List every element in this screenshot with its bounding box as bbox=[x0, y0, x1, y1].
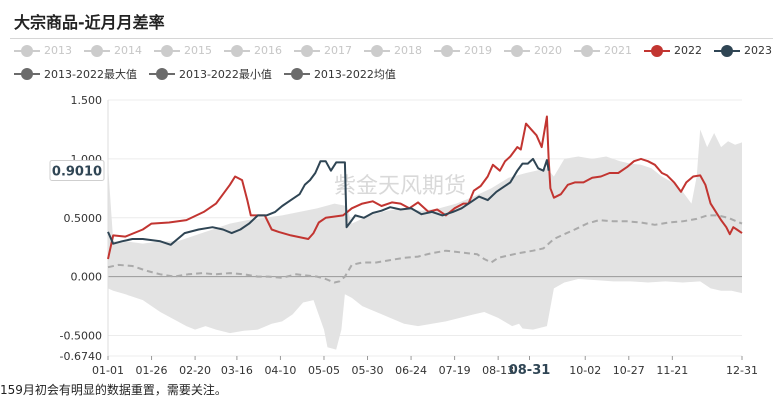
x-tick-label: 04-10 bbox=[264, 364, 296, 377]
legend-item-2017[interactable]: 2017 bbox=[294, 44, 352, 57]
legend-item-2013-2022最大值[interactable]: 2013-2022最大值 bbox=[14, 66, 137, 82]
legend-marker-icon bbox=[434, 44, 460, 57]
x-tick-label: 10-02 bbox=[569, 364, 601, 377]
legend-item-2014[interactable]: 2014 bbox=[84, 44, 142, 57]
x-tick-label: 07-19 bbox=[439, 364, 471, 377]
x-tick-label: 05-05 bbox=[308, 364, 340, 377]
legend-marker-icon bbox=[14, 68, 40, 80]
x-tick-label: 11-21 bbox=[656, 364, 688, 377]
y-tick-label: 1.500 bbox=[71, 94, 103, 107]
max-min-band bbox=[108, 129, 742, 350]
legend-stats: 2013-2022最大值 2013-2022最小值 2013-2022均值 bbox=[14, 66, 408, 82]
title-divider bbox=[10, 38, 773, 39]
legend-label: 2020 bbox=[534, 44, 562, 57]
legend-label: 2013 bbox=[44, 44, 72, 57]
x-tick-label: 10-27 bbox=[613, 364, 645, 377]
x-tick-label: 06-24 bbox=[395, 364, 427, 377]
y-tick-label: 0.000 bbox=[71, 271, 103, 284]
legend-label: 2013-2022最大值 bbox=[44, 68, 137, 81]
legend-marker-icon bbox=[283, 68, 310, 80]
legend-label: 2013-2022最小值 bbox=[178, 68, 272, 81]
legend-marker-icon bbox=[294, 44, 320, 57]
x-tick-label: 03-16 bbox=[221, 364, 253, 377]
legend-item-2020[interactable]: 2020 bbox=[504, 44, 562, 57]
x-tick-label: 01-26 bbox=[136, 364, 168, 377]
x-tick-label: 05-30 bbox=[352, 364, 384, 377]
x-tick-label: 08-31 bbox=[509, 363, 551, 378]
legend-marker-icon bbox=[84, 44, 110, 57]
series-line-2013-2022均值 bbox=[107, 214, 743, 284]
legend-label: 2016 bbox=[254, 44, 282, 57]
legend-item-2015[interactable]: 2015 bbox=[154, 44, 212, 57]
x-tick-label: 02-20 bbox=[179, 364, 211, 377]
axis-pointer-value: 0.9010 bbox=[52, 165, 102, 180]
legend-item-2013-2022最小值[interactable]: 2013-2022最小值 bbox=[148, 66, 272, 82]
y-tick-label: 0.5000 bbox=[64, 212, 103, 225]
legend-item-2013-2022均值[interactable]: 2013-2022均值 bbox=[283, 66, 396, 82]
legend-item-2016[interactable]: 2016 bbox=[224, 44, 282, 57]
legend-marker-icon bbox=[644, 44, 670, 57]
series-line-2023 bbox=[107, 157, 550, 246]
legend-marker-icon bbox=[14, 44, 40, 57]
legend-label: 2017 bbox=[324, 44, 352, 57]
legend-label: 2013-2022均值 bbox=[313, 68, 396, 81]
legend-label: 2015 bbox=[184, 44, 212, 57]
footer-note: 159月初会有明显的数据重置，需要关注。 bbox=[0, 383, 227, 397]
legend-years: 2013 2014 2015 2016 2017 2018 2019 2020 2021 2022… bbox=[14, 44, 776, 57]
legend-marker-icon bbox=[154, 44, 180, 57]
legend-label: 2014 bbox=[114, 44, 142, 57]
legend-item-2018[interactable]: 2018 bbox=[364, 44, 422, 57]
y-tick-label: -0.6740 bbox=[60, 350, 102, 363]
legend-item-2019[interactable]: 2019 bbox=[434, 44, 492, 57]
chart-title: 大宗商品-近月月差率 bbox=[14, 13, 165, 32]
legend-marker-icon bbox=[224, 44, 250, 57]
legend-item-2023[interactable]: 2023 bbox=[714, 44, 772, 57]
x-tick-label: 08-13 bbox=[482, 364, 514, 377]
legend-item-2022[interactable]: 2022 bbox=[644, 44, 702, 57]
legend-label: 2019 bbox=[464, 44, 492, 57]
y-tick-label: -0.5000 bbox=[60, 330, 102, 343]
legend-marker-icon bbox=[574, 44, 600, 57]
legend-item-2021[interactable]: 2021 bbox=[574, 44, 632, 57]
legend-marker-icon bbox=[504, 44, 530, 57]
legend-label: 2021 bbox=[604, 44, 632, 57]
legend-marker-icon bbox=[364, 44, 390, 57]
series-line-2022 bbox=[107, 115, 743, 260]
watermark-text: 紫金天风期货 bbox=[334, 174, 466, 199]
axis-pointer-box bbox=[49, 160, 105, 182]
legend-marker-icon bbox=[148, 68, 175, 80]
legend-label: 2023 bbox=[744, 44, 772, 57]
x-tick-label: 12-31 bbox=[726, 364, 758, 377]
legend-label: 2022 bbox=[674, 44, 702, 57]
legend-marker-icon bbox=[714, 44, 740, 57]
legend-label: 2018 bbox=[394, 44, 422, 57]
legend-item-2013[interactable]: 2013 bbox=[14, 44, 72, 57]
x-tick-label: 01-01 bbox=[92, 364, 124, 377]
